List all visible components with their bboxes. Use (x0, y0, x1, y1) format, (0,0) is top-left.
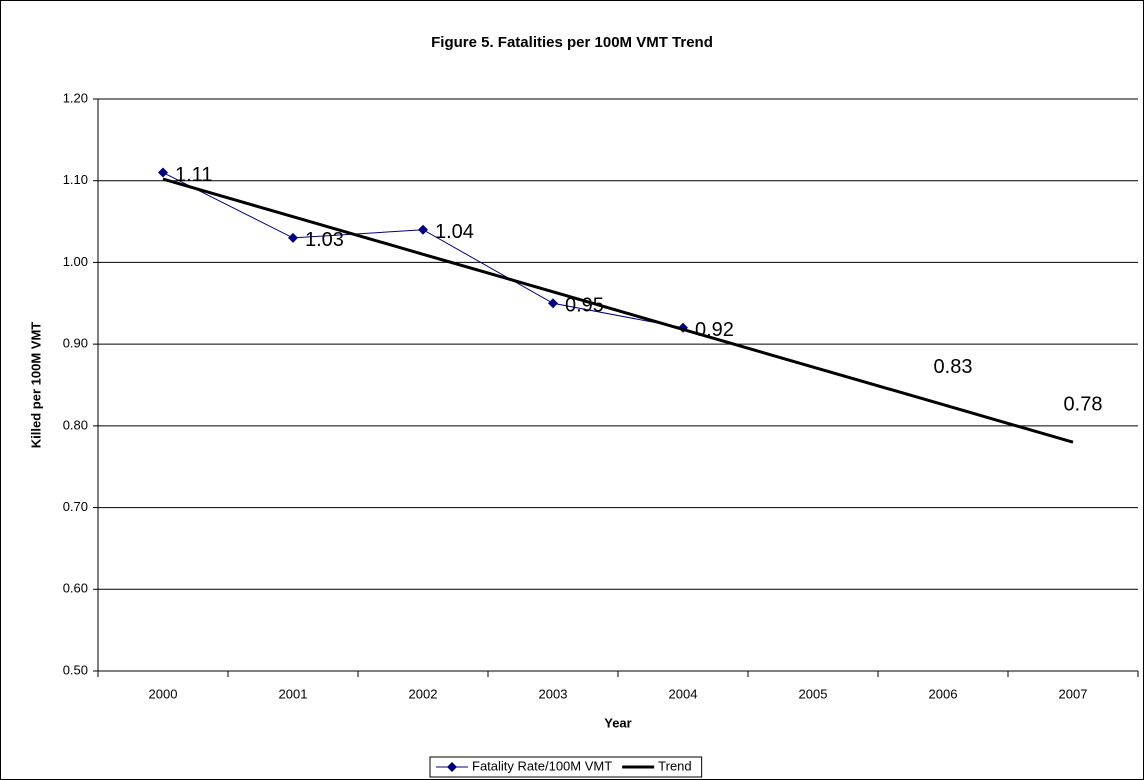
y-tick-label: 1.00 (63, 254, 88, 269)
legend-label: Trend (658, 758, 691, 773)
y-tick-label: 0.90 (63, 336, 88, 351)
legend-marker (447, 762, 457, 772)
data-label: 1.03 (305, 229, 344, 251)
data-label: 1.11 (175, 164, 212, 186)
x-tick-label: 2001 (279, 686, 308, 701)
y-tick-label: 1.10 (63, 172, 88, 187)
legend-label: Fatality Rate/100M VMT (472, 758, 612, 773)
data-label: 1.04 (435, 221, 474, 243)
y-axis-label: Killed per 100M VMT (28, 322, 43, 448)
legend-box (429, 756, 703, 778)
x-axis-label: Year (604, 715, 631, 730)
x-tick-label: 2002 (409, 686, 438, 701)
x-tick-label: 2007 (1059, 686, 1088, 701)
x-tick-label: 2000 (149, 686, 178, 701)
y-tick-label: 0.60 (63, 581, 88, 596)
data-label: 0.83 (934, 356, 973, 378)
data-label: 0.95 (565, 295, 604, 317)
x-tick-label: 2006 (929, 686, 958, 701)
x-tick-label: 2005 (799, 686, 828, 701)
marker (158, 167, 168, 178)
trend-line (162, 177, 1074, 444)
y-tick-label: 0.50 (63, 662, 88, 677)
marker (418, 224, 428, 235)
marker (548, 298, 558, 309)
y-tick-label: 1.20 (63, 90, 88, 105)
x-tick-label: 2003 (539, 686, 568, 701)
y-tick-label: 0.80 (63, 417, 88, 432)
y-tick-label: 0.70 (63, 499, 88, 514)
chart-title: Figure 5. Fatalities per 100M VMT Trend (431, 34, 713, 51)
marker (288, 232, 298, 243)
data-label: 0.78 (1064, 393, 1103, 415)
x-tick-label: 2004 (669, 686, 698, 701)
